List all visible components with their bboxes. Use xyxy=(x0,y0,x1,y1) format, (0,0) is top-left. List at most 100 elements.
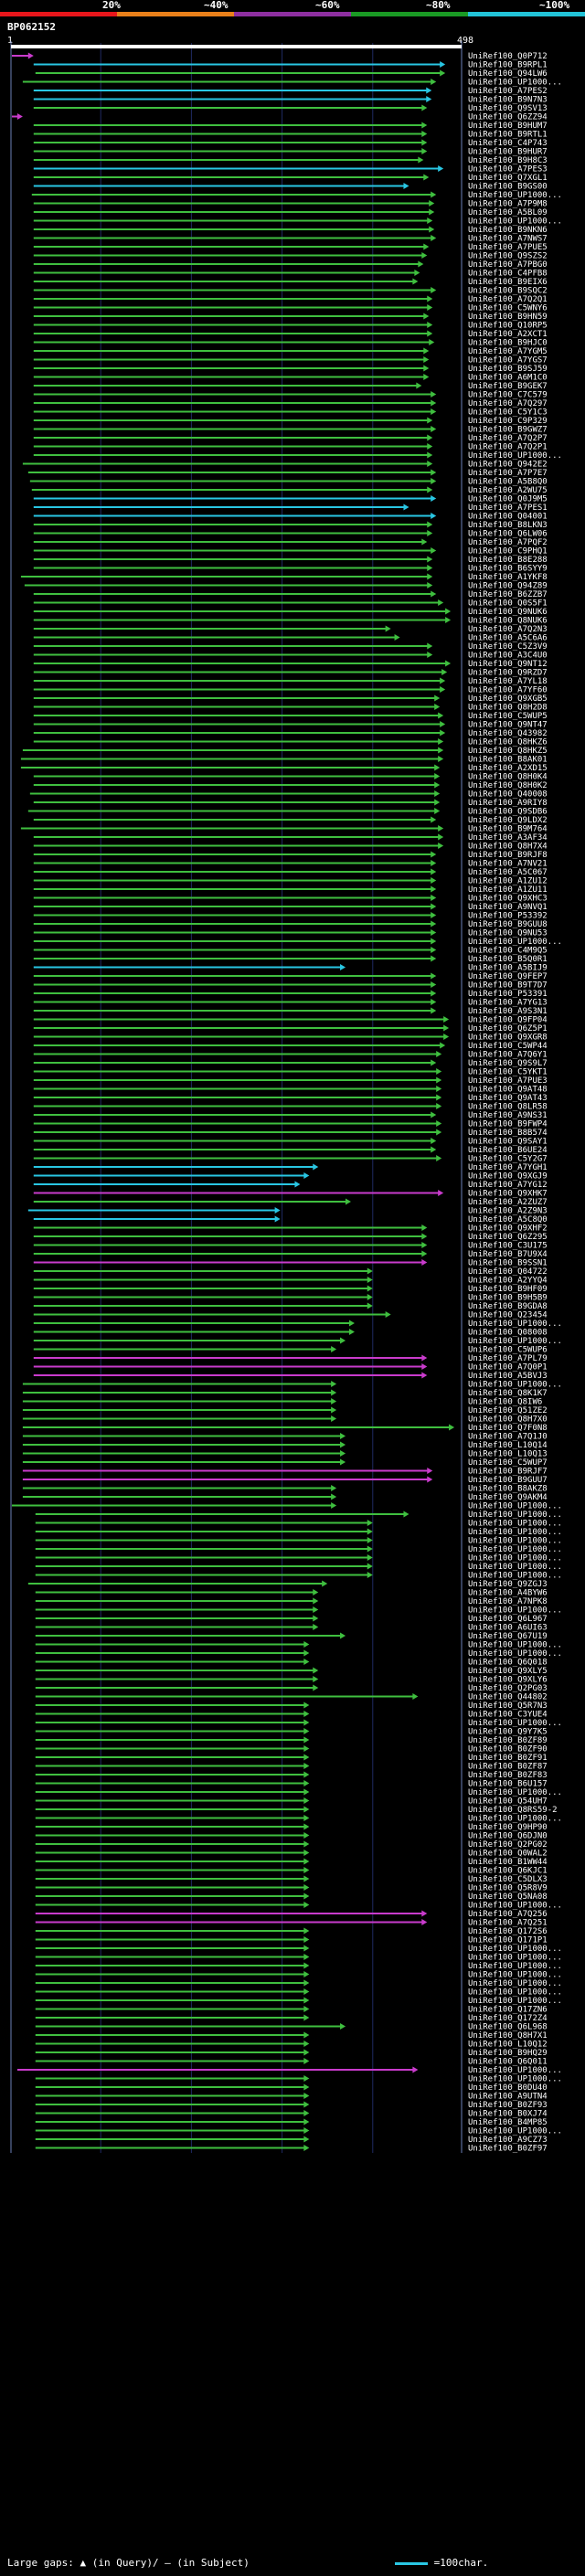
hit-label[interactable]: UniRef100_A7Q1J0 xyxy=(468,1433,548,1442)
hit-label[interactable]: UniRef100_UP1000... xyxy=(468,1641,562,1650)
hit-label[interactable]: UniRef100_UP1000... xyxy=(468,2066,562,2075)
hit-row[interactable]: UniRef100_B6SYY9 xyxy=(33,565,548,574)
hit-label[interactable]: UniRef100_Q9XGR8 xyxy=(468,1034,548,1043)
hit-label[interactable]: UniRef100_UP1000... xyxy=(468,1902,562,1911)
hit-label[interactable]: UniRef100_Q9XHC3 xyxy=(468,895,548,904)
hit-label[interactable]: UniRef100_Q6Z5P1 xyxy=(468,1024,548,1034)
hit-row[interactable]: UniRef100_A2XCT1 xyxy=(33,330,548,339)
hit-label[interactable]: UniRef100_UP1000... xyxy=(468,1502,562,1511)
hit-row[interactable]: UniRef100_Q7XGL1 xyxy=(33,174,548,183)
hit-row[interactable]: UniRef100_Q9RZD7 xyxy=(33,669,548,678)
hit-row[interactable]: UniRef100_B9SQC2 xyxy=(33,287,548,296)
hit-row[interactable]: UniRef100_B9SSN1 xyxy=(33,1259,548,1268)
hit-row[interactable]: UniRef100_Q23454 xyxy=(33,1311,548,1320)
hit-label[interactable]: UniRef100_Q9S9L7 xyxy=(468,1059,548,1068)
hit-row[interactable]: UniRef100_Q8H7X4 xyxy=(33,843,548,852)
hit-label[interactable]: UniRef100_A7PES3 xyxy=(468,165,548,175)
hit-label[interactable]: UniRef100_C9PHQ1 xyxy=(468,547,548,557)
hit-row[interactable]: UniRef100_A5BL09 xyxy=(33,208,548,217)
hit-row[interactable]: UniRef100_Q6Z5P1 xyxy=(33,1024,548,1034)
hit-label[interactable]: UniRef100_A7YL18 xyxy=(468,677,548,686)
hit-row[interactable]: UniRef100_A7NV21 xyxy=(33,860,548,869)
hit-row[interactable]: UniRef100_B6U157 xyxy=(35,1780,548,1789)
hit-label[interactable]: UniRef100_A7YG12 xyxy=(468,1181,548,1190)
hit-row[interactable]: UniRef100_A2WU75 xyxy=(31,486,548,495)
hit-row[interactable]: UniRef100_UP1000... xyxy=(35,1988,562,1998)
hit-row[interactable]: UniRef100_Q9XLY5 xyxy=(35,1667,548,1676)
hit-label[interactable]: UniRef100_C5DLX3 xyxy=(468,1875,548,1884)
hit-row[interactable]: UniRef100_A9NVQ1 xyxy=(33,903,548,912)
hit-row[interactable]: UniRef100_UP1000... xyxy=(35,1563,562,1572)
hit-label[interactable]: UniRef100_Q6DJN0 xyxy=(468,1832,548,1841)
hit-row[interactable]: UniRef100_P53391 xyxy=(33,990,548,999)
hit-row[interactable]: UniRef100_A7YG13 xyxy=(33,999,548,1008)
hit-label[interactable]: UniRef100_A7YGM5 xyxy=(468,347,548,356)
hit-label[interactable]: UniRef100_A9NVQ1 xyxy=(468,903,548,912)
hit-label[interactable]: UniRef100_A4BYW6 xyxy=(468,1589,548,1598)
hit-label[interactable]: UniRef100_Q9NUK6 xyxy=(468,608,548,617)
hit-label[interactable]: UniRef100_Q8LR58 xyxy=(468,1103,548,1112)
hit-row[interactable]: UniRef100_C5Y2G7 xyxy=(33,1155,548,1164)
hit-label[interactable]: UniRef100_A9UTN4 xyxy=(468,2093,548,2102)
hit-label[interactable]: UniRef100_Q9XLY5 xyxy=(468,1667,548,1676)
hit-row[interactable]: UniRef100_B5Q0R1 xyxy=(33,955,548,964)
hit-label[interactable]: UniRef100_A9CZ73 xyxy=(468,2136,548,2145)
hit-label[interactable]: UniRef100_Q6Q011 xyxy=(468,2058,548,2067)
hit-row[interactable]: UniRef100_A9CZ73 xyxy=(35,2136,548,2145)
hit-row[interactable]: UniRef100_Q9NT12 xyxy=(33,660,548,669)
hit-label[interactable]: UniRef100_Q6L968 xyxy=(468,2023,548,2032)
hit-label[interactable]: UniRef100_B8LKN3 xyxy=(468,521,548,530)
hit-row[interactable]: UniRef100_B9SJ59 xyxy=(33,365,548,374)
hit-row[interactable]: UniRef100_A6M1C0 xyxy=(33,374,548,383)
hit-label[interactable]: UniRef100_A7Q297 xyxy=(468,399,548,408)
hit-label[interactable]: UniRef100_UP1000... xyxy=(468,1945,562,1954)
hit-row[interactable]: UniRef100_B8B574 xyxy=(33,1129,548,1138)
hit-label[interactable]: UniRef100_UP1000... xyxy=(468,1511,562,1520)
hit-row[interactable]: UniRef100_B9RPL1 xyxy=(33,61,548,70)
hit-label[interactable]: UniRef100_B6UE24 xyxy=(468,1146,548,1155)
hit-label[interactable]: UniRef100_Q7F0N8 xyxy=(468,1424,548,1433)
hit-row[interactable]: UniRef100_Q0J9M5 xyxy=(33,495,548,504)
hit-row[interactable]: UniRef100_Q94LW6 xyxy=(35,69,548,79)
hit-row[interactable]: UniRef100_Q8IW6 xyxy=(22,1398,542,1407)
hit-label[interactable]: UniRef100_A1ZU11 xyxy=(468,885,548,895)
hit-label[interactable]: UniRef100_Q942E2 xyxy=(468,461,548,470)
hit-row[interactable]: UniRef100_A7Q2Q1 xyxy=(33,295,548,304)
hit-label[interactable]: UniRef100_Q8H7X4 xyxy=(468,843,548,852)
hit-label[interactable]: UniRef100_Q5NA08 xyxy=(468,1892,548,1902)
hit-row[interactable]: UniRef100_B9EIX6 xyxy=(33,278,548,287)
hit-label[interactable]: UniRef100_A2YYQ4 xyxy=(468,1277,548,1286)
hit-row[interactable]: UniRef100_A3C4U0 xyxy=(33,652,548,661)
hit-row[interactable]: UniRef100_Q51ZE2 xyxy=(22,1406,548,1415)
hit-row[interactable]: UniRef100_Q7F0N8 xyxy=(22,1424,548,1433)
hit-row[interactable]: UniRef100_A5C6A6 xyxy=(33,634,548,643)
hit-label[interactable]: UniRef100_Q9NT12 xyxy=(468,660,548,669)
hit-label[interactable]: UniRef100_A7PES1 xyxy=(468,504,548,513)
hit-row[interactable]: UniRef100_Q9SAY1 xyxy=(33,1138,548,1147)
hit-label[interactable]: UniRef100_B9HF09 xyxy=(468,1285,548,1294)
hit-label[interactable]: UniRef100_A7Q2P7 xyxy=(468,434,548,443)
hit-label[interactable]: UniRef100_B9T7D7 xyxy=(468,981,548,991)
hit-row[interactable]: UniRef100_UP1000... xyxy=(35,1979,562,1988)
hit-label[interactable]: UniRef100_Q8IW6 xyxy=(468,1398,542,1407)
hit-row[interactable]: UniRef100_B8AK01 xyxy=(20,756,548,765)
hit-row[interactable]: UniRef100_Q9S9L7 xyxy=(33,1059,548,1068)
hit-label[interactable]: UniRef100_C5WNY6 xyxy=(468,304,548,313)
hit-label[interactable]: UniRef100_UP1000... xyxy=(468,938,562,947)
hit-row[interactable]: UniRef100_C5Y1C3 xyxy=(33,408,548,418)
hit-row[interactable]: UniRef100_B9HUM7 xyxy=(33,122,548,131)
hit-label[interactable]: UniRef100_Q8H7X0 xyxy=(468,1415,548,1425)
hit-row[interactable]: UniRef100_UP1000... xyxy=(35,1815,562,1824)
hit-row[interactable]: UniRef100_B9H8C3 xyxy=(33,156,548,165)
hit-row[interactable]: UniRef100_A7Q1J0 xyxy=(22,1433,548,1442)
hit-row[interactable]: UniRef100_UP1000... xyxy=(35,1997,562,2006)
hit-label[interactable]: UniRef100_Q67U19 xyxy=(468,1632,548,1641)
hit-row[interactable]: UniRef100_Q9SV13 xyxy=(33,104,548,113)
hit-row[interactable]: UniRef100_B9GS00 xyxy=(33,183,548,192)
hit-row[interactable]: UniRef100_A7NPK8 xyxy=(35,1597,548,1606)
hit-label[interactable]: UniRef100_Q6Q018 xyxy=(468,1659,548,1668)
hit-row[interactable]: UniRef100_B8E288 xyxy=(33,556,548,565)
hit-label[interactable]: UniRef100_C7C579 xyxy=(468,391,548,400)
hit-row[interactable]: UniRef100_UP1000... xyxy=(35,1649,562,1659)
hit-label[interactable]: UniRef100_Q8H0K2 xyxy=(468,781,548,790)
